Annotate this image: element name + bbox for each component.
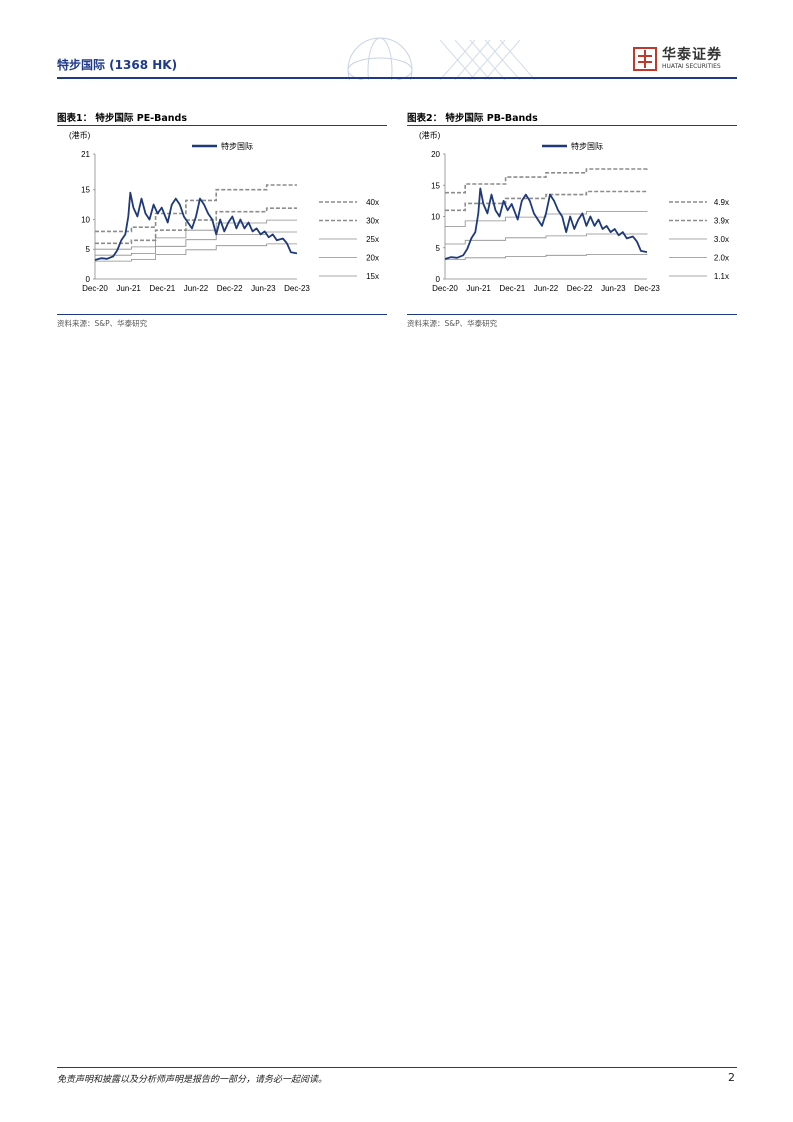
y-tick-label: 21 xyxy=(81,150,90,159)
band-line-25x xyxy=(95,219,297,250)
figure-top-rule xyxy=(407,125,737,126)
band-legend-label: 1.1x xyxy=(714,272,729,281)
pb-bands-chart: (港币) 特步国际 0 5 10 15 20 Dec-20 Jun-21 Dec-21 Jun-22… xyxy=(419,130,729,293)
x-tick-label: Dec-23 xyxy=(634,284,660,293)
band-legend-label: 3.9x xyxy=(714,217,729,226)
pe-bands-chart: (港币) 特步国际 0 5 10 15 21 Dec-20 Jun-21 Dec-21 Jun-22… xyxy=(69,130,379,293)
y-tick-label: 15 xyxy=(81,186,90,195)
x-tick-label: Dec-20 xyxy=(82,284,108,293)
legend-series-label: 特步国际 xyxy=(571,141,603,151)
header-rule xyxy=(57,77,737,79)
y-tick-label: 10 xyxy=(81,215,90,224)
band-legend-label: 2.0x xyxy=(714,254,729,263)
figure-top-rule xyxy=(57,125,387,126)
legend-series-label: 特步国际 xyxy=(221,141,253,151)
figure-title: 图表1： 特步国际 PE-Bands xyxy=(57,113,187,124)
huatai-logo: 华泰证券 HUATAI SECURITIES xyxy=(632,44,742,76)
figure-pb-bands: 图表2： 特步国际 PB-Bands (港币) 特步国际 0 5 10 15 20 Dec-2… xyxy=(407,110,737,328)
report-header-title: 特步国际 (1368 HK) xyxy=(57,58,178,72)
band-legend-label: 25x xyxy=(366,235,379,244)
unit-label: (港币) xyxy=(419,130,441,140)
figure-bottom-rule xyxy=(57,314,387,315)
globe-watermark xyxy=(347,37,536,80)
footer-rule xyxy=(57,1067,737,1068)
x-tick-label: Jun-23 xyxy=(601,284,626,293)
figure-bottom-rule xyxy=(407,314,737,315)
price-series-line xyxy=(444,187,648,260)
price-series-line xyxy=(94,191,298,261)
band-legend-label: 4.9x xyxy=(714,198,729,207)
y-tick-label: 20 xyxy=(431,150,440,159)
band-line-3.9x xyxy=(445,190,648,212)
band-line-2.0x xyxy=(445,233,648,245)
x-tick-label: Dec-21 xyxy=(499,284,525,293)
x-tick-label: Dec-22 xyxy=(217,284,243,293)
band-legend-label: 20x xyxy=(366,254,379,263)
x-tick-label: Jun-23 xyxy=(251,284,276,293)
figure-source: 资料来源：S&P、华泰研究 xyxy=(407,319,498,328)
band-line-4.9x xyxy=(445,167,648,194)
y-tick-label: 10 xyxy=(431,213,440,222)
logo-english-text: HUATAI SECURITIES xyxy=(662,63,721,70)
figure-source: 资料来源：S&P、华泰研究 xyxy=(57,319,148,328)
huatai-logo-icon xyxy=(633,47,657,71)
y-tick-label: 0 xyxy=(86,275,91,284)
x-tick-label: Dec-21 xyxy=(149,284,175,293)
band-legend-label: 15x xyxy=(366,272,379,281)
x-tick-label: Jun-22 xyxy=(184,284,209,293)
figure-title: 图表2： 特步国际 PB-Bands xyxy=(407,113,538,124)
band-line-30x xyxy=(95,207,297,245)
band-line-3.0x xyxy=(445,210,648,227)
logo-chinese-text: 华泰证券 xyxy=(662,47,722,63)
y-tick-label: 15 xyxy=(431,181,440,190)
x-tick-label: Dec-23 xyxy=(284,284,310,293)
y-tick-label: 0 xyxy=(436,275,441,284)
figure-pe-bands: 图表1： 特步国际 PE-Bands (港币) 特步国际 0 5 10 15 21 Dec-2… xyxy=(57,110,387,328)
x-tick-label: Jun-22 xyxy=(534,284,559,293)
band-legend-label: 40x xyxy=(366,198,379,207)
y-tick-label: 5 xyxy=(436,244,441,253)
disclaimer-note: 免责声明和披露以及分析师声明是报告的一部分，请务必一起阅读。 xyxy=(57,1075,328,1085)
x-tick-label: Jun-21 xyxy=(116,284,141,293)
x-tick-label: Dec-22 xyxy=(567,284,593,293)
band-legend-label: 30x xyxy=(366,217,379,226)
unit-label: (港币) xyxy=(69,130,91,140)
y-tick-label: 5 xyxy=(86,245,91,254)
band-line-1.1x xyxy=(445,254,648,260)
x-tick-label: Dec-20 xyxy=(432,284,458,293)
page-number: 2 xyxy=(728,1071,735,1084)
band-legend-label: 3.0x xyxy=(714,235,729,244)
band-line-15x xyxy=(95,243,297,262)
x-tick-label: Jun-21 xyxy=(466,284,491,293)
